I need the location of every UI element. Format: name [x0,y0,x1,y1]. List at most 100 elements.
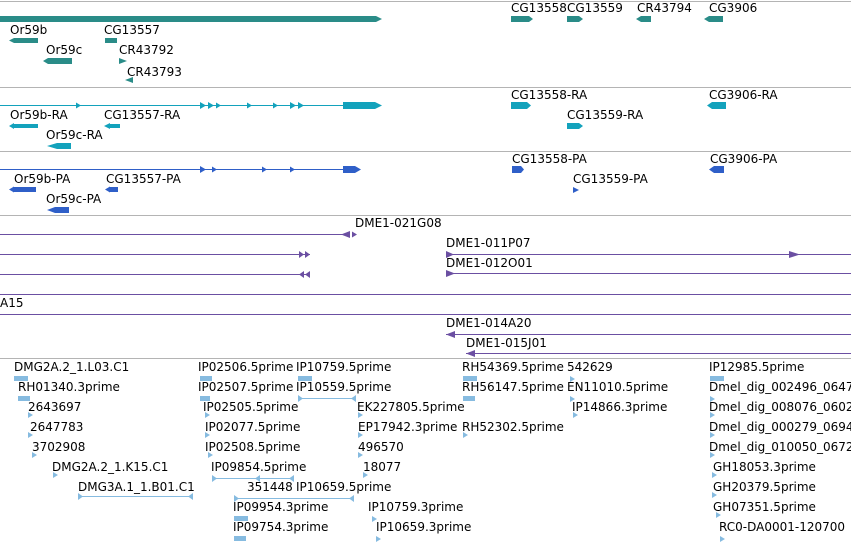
feature-label[interactable]: DME1-011P07 [446,236,531,250]
feature-label[interactable]: CR43793 [127,65,182,79]
est-feature[interactable] [712,472,717,478]
est-feature[interactable] [463,376,477,381]
feature-label[interactable]: 2643697 [28,400,82,414]
clone-end[interactable] [352,231,357,238]
est-feature[interactable] [372,516,377,522]
feature-label[interactable]: DME1-021G08 [355,216,442,230]
feature-label[interactable]: 18077 [363,460,402,474]
feature-label[interactable]: CG13559-PA [573,172,648,186]
est-feature[interactable] [570,396,575,402]
mrna-exon[interactable] [567,123,579,129]
feature-label[interactable]: CG13559 [567,1,623,15]
feature-label[interactable]: RC0-DA0001-120700 [719,520,845,534]
mrna-exon[interactable] [343,102,375,109]
est-feature[interactable] [53,472,58,478]
est-feature[interactable] [358,412,363,418]
clone-end[interactable] [446,270,455,277]
mrna-exon[interactable] [14,124,38,128]
est-feature[interactable] [351,395,356,402]
gene-feature[interactable] [119,58,127,64]
mrna-exon[interactable] [110,124,120,128]
feature-label[interactable]: IP09854.5prime [211,460,307,474]
est-feature[interactable] [205,412,210,418]
clone-end[interactable] [446,331,455,338]
feature-label[interactable]: IP02507.5prime [198,380,294,394]
feature-label[interactable]: IP10659.3prime [376,520,472,534]
gene-feature[interactable] [14,38,38,43]
clone-end[interactable] [299,271,304,278]
feature-label[interactable]: GH20379.5prime [713,480,816,494]
gene-feature[interactable] [709,16,723,22]
est-feature[interactable] [349,495,354,502]
feature-label[interactable]: A15 [0,296,24,310]
feature-label[interactable]: IP10659.5prime [296,480,392,494]
protein-exon[interactable] [714,166,724,173]
feature-label[interactable]: Dmel_dig_000279_0694 [709,420,851,434]
est-feature[interactable] [363,472,368,478]
feature-label[interactable]: DME1-012O01 [446,256,533,270]
feature-label[interactable]: IP02508.5prime [205,440,301,454]
feature-label[interactable]: Dmel_dig_010050_0672 [709,440,851,454]
est-feature[interactable] [234,495,239,502]
mrna-exon[interactable] [511,102,527,109]
feature-label[interactable]: Or59c-PA [46,192,102,206]
gene-feature[interactable] [511,16,529,22]
est-feature[interactable] [208,452,213,458]
est-feature[interactable] [78,493,83,500]
clone-end[interactable] [341,231,350,238]
feature-label[interactable]: CG3906-RA [709,88,778,102]
est-feature[interactable] [298,376,312,381]
feature-label[interactable]: CG13557 [104,23,160,37]
est-feature[interactable] [710,432,715,438]
feature-label[interactable]: RH01340.3prime [18,380,120,394]
feature-label[interactable]: CG13558-RA [511,88,588,102]
feature-label[interactable]: CG13558-PA [512,152,587,166]
feature-label[interactable]: CG3906-PA [710,152,778,166]
feature-label[interactable]: Or59c [46,43,83,57]
est-feature[interactable] [234,516,248,521]
clone-end[interactable] [789,251,800,258]
feature-label[interactable]: EN11010.5prime [567,380,669,394]
protein-exon[interactable] [14,187,36,192]
est-feature[interactable] [710,376,724,381]
feature-label[interactable]: DMG2A.2_1.K15.C1 [52,460,169,474]
est-feature[interactable] [212,475,217,482]
feature-label[interactable]: IP09954.3prime [233,500,329,514]
feature-label[interactable]: Or59c-RA [46,128,103,142]
est-feature[interactable] [573,412,578,418]
est-feature[interactable] [28,412,33,418]
clone-end[interactable] [466,350,475,357]
mrna-exon[interactable] [57,143,71,149]
est-feature[interactable] [205,432,210,438]
protein-exon[interactable] [512,166,521,173]
feature-label[interactable]: 542629 [567,360,613,374]
gene-feature[interactable] [567,16,579,22]
est-feature[interactable] [463,432,468,438]
feature-label[interactable]: IP14866.3prime [572,400,668,414]
est-feature[interactable] [32,452,37,458]
feature-label[interactable]: IP09754.3prime [233,520,329,534]
feature-label[interactable]: EP17942.3prime [358,420,458,434]
feature-label[interactable]: IP12985.5prime [709,360,805,374]
feature-label[interactable]: GH07351.5prime [713,500,816,514]
feature-label[interactable]: RH56147.5prime [462,380,564,394]
clone-end[interactable] [299,251,304,258]
clone-end[interactable] [305,251,310,258]
protein-exon[interactable] [110,187,118,192]
est-feature[interactable] [358,452,363,458]
feature-label[interactable]: Or59b [10,23,48,37]
feature-label[interactable]: Or59b-RA [10,108,68,122]
gene-feature[interactable] [48,58,72,64]
feature-label[interactable]: 3702908 [32,440,86,454]
gene-feature[interactable] [641,16,651,22]
feature-label[interactable]: 496570 [358,440,404,454]
est-feature[interactable] [716,512,721,518]
est-feature[interactable] [200,396,210,401]
feature-label[interactable]: CR43794 [637,1,692,15]
feature-label[interactable]: IP10559.5prime [296,380,392,394]
feature-label[interactable]: IP02505.5prime [203,400,299,414]
feature-label[interactable]: DMG3A.1_1.B01.C1 [78,480,195,494]
feature-label[interactable]: CG13557-RA [104,108,181,122]
feature-label[interactable]: CG3906 [709,1,758,15]
est-feature[interactable] [712,492,717,498]
